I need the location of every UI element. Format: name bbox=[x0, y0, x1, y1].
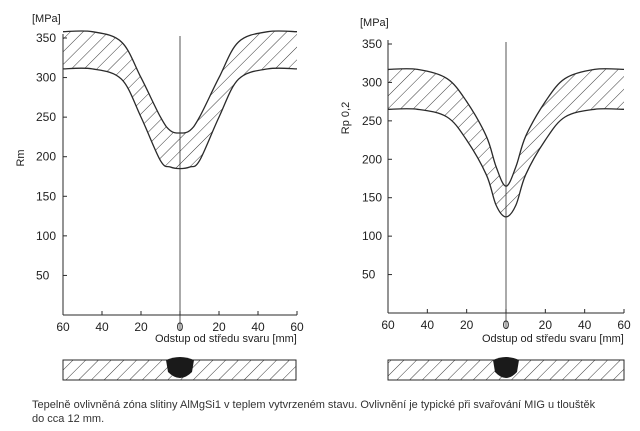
caption-line-2: do cca 12 mm. bbox=[32, 413, 105, 425]
chart-rp02-y-tick-label: 100 bbox=[362, 229, 382, 243]
weld-bead-left bbox=[166, 357, 194, 378]
chart-rp02-x-tick-label: 60 bbox=[381, 318, 395, 332]
chart-rm-y-tick-label: 200 bbox=[36, 150, 56, 164]
chart-rp02-y-tick-label: 150 bbox=[362, 191, 382, 205]
chart-rm-x-tick-label: 60 bbox=[290, 320, 304, 334]
chart-rp02-x-tick-label: 40 bbox=[421, 318, 435, 332]
weld-bead-right bbox=[493, 357, 519, 378]
chart-rm-y-tick-label: 100 bbox=[36, 229, 56, 243]
chart-rm-y-tick-label: 300 bbox=[36, 71, 56, 85]
chart-rp02-band-fill bbox=[388, 68, 624, 217]
weld-plate-left bbox=[62, 357, 297, 381]
chart-rm-ylabel: Rm bbox=[15, 149, 27, 166]
chart-rp02-x-tick-label: 60 bbox=[617, 318, 631, 332]
weld-plate-right bbox=[387, 357, 625, 381]
caption-line-1: Tepelně ovlivněná zóna slitiny AlMgSi1 v… bbox=[32, 399, 596, 411]
chart-rp02-ylabel: Rp 0,2 bbox=[340, 102, 352, 134]
chart-rp02-y-tick-label: 200 bbox=[362, 152, 382, 166]
chart-rp02: [MPa] Rp 0,2 Odstup od středu svaru [mm]… bbox=[340, 17, 631, 345]
chart-rp02-y-tick-label: 250 bbox=[362, 114, 382, 128]
chart-rp02-x-tick-label: 20 bbox=[539, 318, 553, 332]
chart-rm-y-tick-label: 350 bbox=[36, 31, 56, 45]
chart-rm-band-fill bbox=[63, 30, 297, 169]
chart-rp02-y-tick-label: 50 bbox=[362, 268, 376, 282]
chart-rm-y-tick-label: 250 bbox=[36, 110, 56, 124]
chart-rm-x-tick-label: 0 bbox=[177, 320, 184, 334]
chart-rm: [MPa] Rm Odstup od středu svaru [mm] 50 1… bbox=[15, 13, 304, 345]
chart-rp02-y-tick-label: 350 bbox=[362, 37, 382, 51]
chart-rp02-unit-label: [MPa] bbox=[360, 17, 389, 29]
chart-rm-unit-label: [MPa] bbox=[32, 13, 61, 25]
chart-rp02-y-tick-label: 300 bbox=[362, 75, 382, 89]
chart-rm-x-tick-label: 40 bbox=[95, 320, 109, 334]
chart-rm-y-tick-label: 150 bbox=[36, 189, 56, 203]
chart-rm-y-tick-label: 50 bbox=[36, 268, 50, 282]
chart-rm-x-tick-label: 20 bbox=[134, 320, 148, 334]
chart-rm-x-tick-label: 60 bbox=[56, 320, 70, 334]
figure-caption: Tepelně ovlivněná zóna slitiny AlMgSi1 v… bbox=[32, 398, 632, 426]
chart-rm-x-tick-label: 20 bbox=[212, 320, 226, 334]
chart-rm-xlabel: Odstup od středu svaru [mm] bbox=[155, 333, 297, 345]
chart-rp02-x-tick-label: 20 bbox=[460, 318, 474, 332]
chart-rp02-x-tick-label: 40 bbox=[578, 318, 592, 332]
figure: [MPa] Rm Odstup od středu svaru [mm] 50 1… bbox=[15, 13, 631, 381]
chart-rp02-x-tick-label: 0 bbox=[503, 318, 510, 332]
chart-rm-x-tick-label: 40 bbox=[251, 320, 265, 334]
chart-rp02-xlabel: Odstup od středu svaru [mm] bbox=[482, 333, 624, 345]
